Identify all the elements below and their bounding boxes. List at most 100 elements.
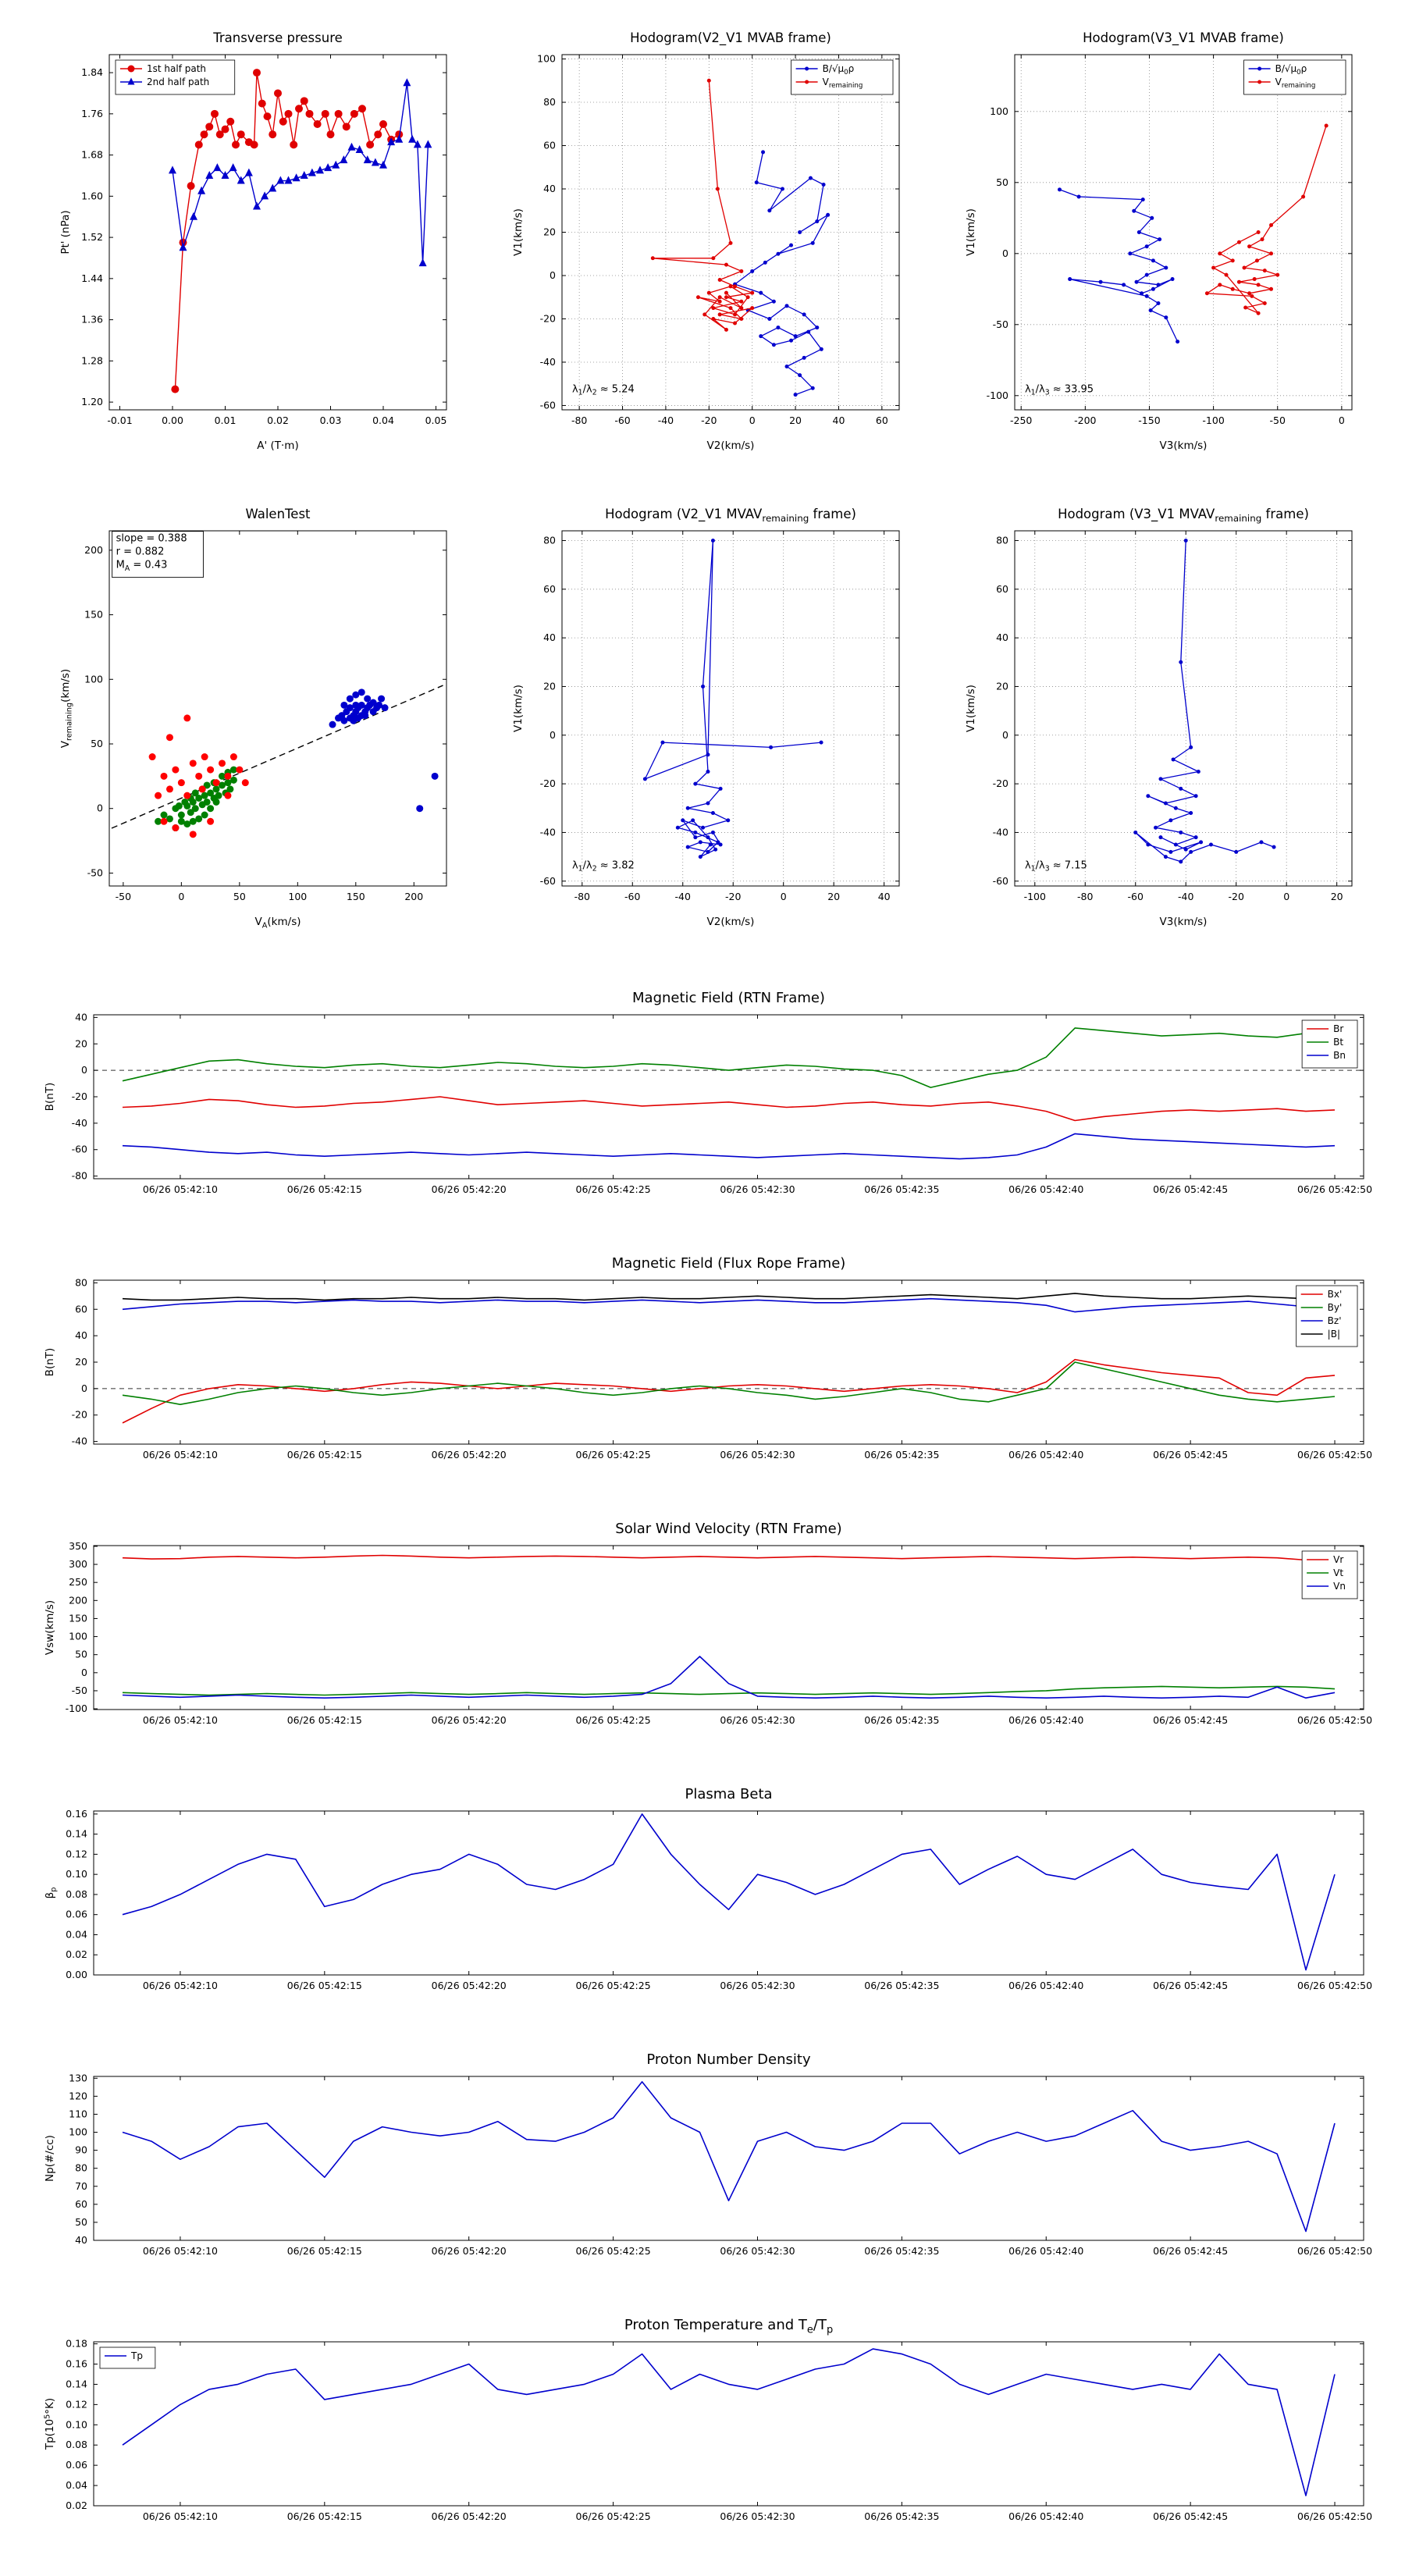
svg-text:0: 0 <box>550 729 556 741</box>
svg-text:350: 350 <box>69 1540 87 1552</box>
svg-text:-40: -40 <box>72 1117 87 1129</box>
svg-text:06/26 05:42:45: 06/26 05:42:45 <box>1153 1449 1228 1461</box>
svg-text:80: 80 <box>75 2162 87 2174</box>
svg-text:Proton Number Density: Proton Number Density <box>646 2051 811 2068</box>
svg-text:06/26 05:42:15: 06/26 05:42:15 <box>287 1449 362 1461</box>
svg-text:06/26 05:42:10: 06/26 05:42:10 <box>143 1980 218 1991</box>
svg-text:06/26 05:42:40: 06/26 05:42:40 <box>1008 2510 1083 2522</box>
svg-text:06/26 05:42:25: 06/26 05:42:25 <box>576 2510 651 2522</box>
svg-text:0.12: 0.12 <box>66 2398 87 2410</box>
svg-text:0: 0 <box>97 802 103 814</box>
chart-proton-temperature: 06/26 05:42:10 06/26 05:42:15 06/26 05:42:… <box>35 2307 1385 2541</box>
svg-text:-20: -20 <box>540 312 556 324</box>
svg-text:Vr: Vr <box>1333 1554 1343 1565</box>
svg-text:0.16: 0.16 <box>66 1808 87 1820</box>
svg-text:120: 120 <box>69 2090 87 2101</box>
svg-text:130: 130 <box>69 2072 87 2083</box>
svg-text:60: 60 <box>75 2198 87 2210</box>
svg-text:-80: -80 <box>1077 891 1093 902</box>
svg-text:-60: -60 <box>1128 891 1144 902</box>
svg-text:0.06: 0.06 <box>66 1909 87 1920</box>
svg-text:06/26 05:42:45: 06/26 05:42:45 <box>1153 2510 1228 2522</box>
svg-text:60: 60 <box>543 583 556 595</box>
svg-text:300: 300 <box>69 1558 87 1570</box>
svg-text:-150: -150 <box>1138 415 1160 426</box>
svg-text:0.00: 0.00 <box>162 415 183 426</box>
svg-text:100: 100 <box>69 1631 87 1642</box>
svg-text:20: 20 <box>75 1037 87 1049</box>
svg-text:06/26 05:42:45: 06/26 05:42:45 <box>1153 1980 1228 1991</box>
svg-text:0.02: 0.02 <box>66 2500 87 2511</box>
svg-text:06/26 05:42:30: 06/26 05:42:30 <box>720 2245 795 2257</box>
svg-text:Vsw(km/s): Vsw(km/s) <box>44 1600 56 1655</box>
svg-text:-20: -20 <box>725 891 741 902</box>
svg-text:0.10: 0.10 <box>66 1868 87 1880</box>
svg-text:1.52: 1.52 <box>81 231 103 243</box>
svg-text:Hodogram(V2_V1 MVAB frame): Hodogram(V2_V1 MVAB frame) <box>630 30 831 46</box>
svg-text:150: 150 <box>347 891 365 902</box>
svg-text:06/26 05:42:20: 06/26 05:42:20 <box>432 1714 507 1726</box>
svg-text:V2(km/s): V2(km/s) <box>707 916 755 928</box>
svg-text:-50: -50 <box>87 866 103 878</box>
svg-text:0: 0 <box>1283 891 1289 902</box>
svg-text:V1(km/s): V1(km/s) <box>512 208 525 256</box>
svg-text:06/26 05:42:40: 06/26 05:42:40 <box>1008 1183 1083 1195</box>
svg-text:06/26 05:42:45: 06/26 05:42:45 <box>1153 1714 1228 1726</box>
svg-text:V1(km/s): V1(km/s) <box>965 208 977 256</box>
svg-text:Bt: Bt <box>1333 1037 1343 1048</box>
svg-text:0: 0 <box>81 1382 87 1394</box>
svg-text:-50: -50 <box>116 891 131 902</box>
svg-text:B(nT): B(nT) <box>44 1083 56 1112</box>
chart-transverse-pressure: -0.01 0.00 0.01 0.02 0.03 0.04 0.05 1.20 1.28 1.3… <box>35 12 468 476</box>
svg-text:0: 0 <box>178 891 184 902</box>
svg-text:-200: -200 <box>1074 415 1096 426</box>
svg-text:-60: -60 <box>72 1144 87 1155</box>
svg-text:150: 150 <box>84 609 103 621</box>
svg-text:-40: -40 <box>540 826 556 838</box>
svg-text:B/√μ0ρ: B/√μ0ρ <box>823 63 855 76</box>
svg-text:0: 0 <box>781 891 787 902</box>
svg-text:200: 200 <box>404 891 423 902</box>
svg-text:20: 20 <box>996 680 1008 692</box>
svg-text:06/26 05:42:25: 06/26 05:42:25 <box>576 1183 651 1195</box>
svg-text:06/26 05:42:15: 06/26 05:42:15 <box>287 1980 362 1991</box>
svg-text:B(nT): B(nT) <box>44 1348 56 1377</box>
svg-text:Hodogram (V2_V1 MVAVremaining: Hodogram (V2_V1 MVAVremaining frame) <box>605 507 856 524</box>
svg-text:20: 20 <box>543 680 556 692</box>
svg-text:60: 60 <box>75 1303 87 1315</box>
svg-text:1.60: 1.60 <box>81 190 103 201</box>
svg-text:0: 0 <box>81 1667 87 1678</box>
svg-text:λ1/λ2 ≈ 5.24: λ1/λ2 ≈ 5.24 <box>572 383 635 397</box>
svg-text:Hodogram(V3_V1 MVAB frame): Hodogram(V3_V1 MVAB frame) <box>1083 30 1284 46</box>
chart-magnetic-field-flux-rope: 06/26 05:42:10 06/26 05:42:15 06/26 05:42:… <box>35 1245 1385 1479</box>
svg-text:-20: -20 <box>1228 891 1243 902</box>
svg-text:WalenTest: WalenTest <box>245 507 311 521</box>
svg-text:0.08: 0.08 <box>66 2439 87 2450</box>
svg-text:V1(km/s): V1(km/s) <box>512 685 525 732</box>
svg-text:1.76: 1.76 <box>81 108 103 119</box>
svg-text:Magnetic Field (RTN Frame): Magnetic Field (RTN Frame) <box>632 990 825 1006</box>
svg-text:06/26 05:42:20: 06/26 05:42:20 <box>432 2245 507 2257</box>
svg-text:Plasma Beta: Plasma Beta <box>685 1786 772 1802</box>
svg-text:100: 100 <box>69 2126 87 2138</box>
svg-text:0.08: 0.08 <box>66 1888 87 1900</box>
chart-proton-density: 06/26 05:42:10 06/26 05:42:15 06/26 05:42:… <box>35 2041 1385 2275</box>
svg-text:0.00: 0.00 <box>66 1969 87 1980</box>
svg-text:|B|: |B| <box>1328 1329 1340 1340</box>
svg-text:Vremaining: Vremaining <box>823 76 863 90</box>
svg-text:60: 60 <box>876 415 888 426</box>
svg-text:0.05: 0.05 <box>425 415 447 426</box>
svg-text:By': By' <box>1328 1302 1343 1313</box>
svg-text:40: 40 <box>878 891 891 902</box>
svg-text:06/26 05:42:30: 06/26 05:42:30 <box>720 1980 795 1991</box>
svg-text:06/26 05:42:45: 06/26 05:42:45 <box>1153 1183 1228 1195</box>
chart-hodogram-v2v1-mvab-svg: -80 -60 -40 -20 0 20 40 60 -60 -40 -20 0 20 40 60 80 100… <box>512 30 900 452</box>
svg-text:20: 20 <box>1331 891 1343 902</box>
svg-text:Tp(105°K): Tp(105°K) <box>43 2398 56 2450</box>
svg-text:1.44: 1.44 <box>81 272 103 284</box>
svg-text:80: 80 <box>543 96 556 108</box>
svg-text:50: 50 <box>996 176 1008 188</box>
svg-text:50: 50 <box>75 1649 87 1660</box>
svg-text:40: 40 <box>996 632 1008 643</box>
